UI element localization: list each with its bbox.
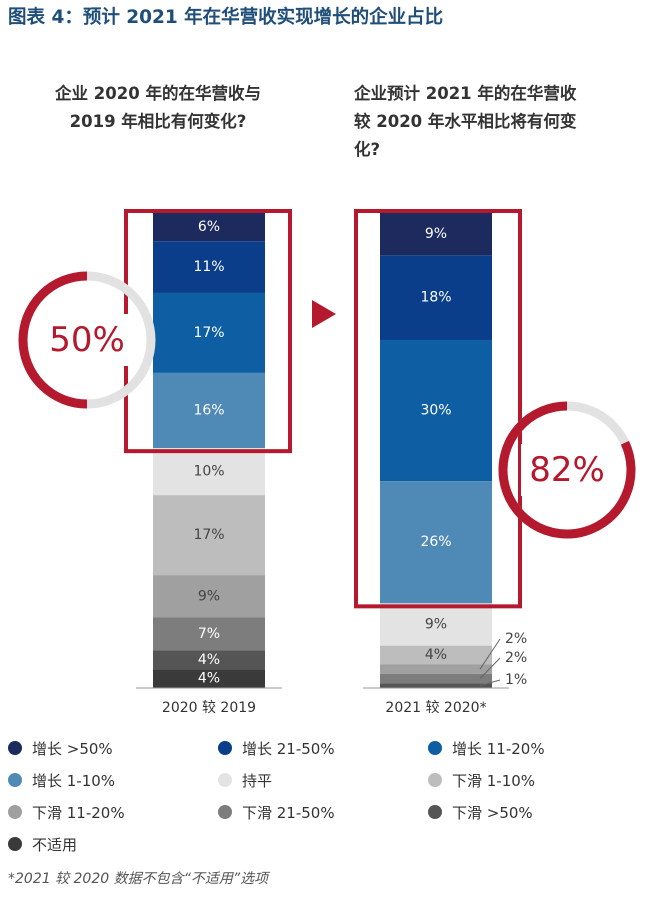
legend-item: 增长 21-50% bbox=[212, 735, 422, 761]
chart-title: 图表 4：预计 2021 年在华营收实现增长的企业占比 bbox=[8, 7, 444, 28]
bar-segment bbox=[153, 650, 265, 670]
bar-segment bbox=[153, 448, 265, 496]
legend-item: 下滑 11-20% bbox=[2, 799, 212, 825]
bar-segment bbox=[380, 683, 492, 688]
legend-label: 增长 >50% bbox=[32, 739, 113, 758]
legend-label: 持平 bbox=[242, 771, 273, 790]
data-label: 7% bbox=[198, 626, 220, 642]
bar-segment bbox=[153, 292, 265, 373]
growth-share-label: 82% bbox=[529, 450, 605, 490]
data-label: 10% bbox=[193, 464, 224, 480]
callout-line bbox=[479, 638, 501, 670]
data-label: 18% bbox=[420, 290, 451, 306]
callout-line bbox=[479, 657, 501, 679]
bar-segment bbox=[153, 241, 265, 293]
bar-segment bbox=[153, 372, 265, 449]
callout-line bbox=[479, 679, 501, 687]
data-label: 4% bbox=[425, 647, 447, 663]
legend-swatch-icon bbox=[218, 741, 232, 755]
bar-segment bbox=[380, 645, 492, 665]
data-label: 30% bbox=[420, 403, 451, 419]
category-label: 2020 较 2019 bbox=[162, 700, 256, 716]
legend-label: 下滑 1-10% bbox=[452, 771, 536, 790]
legend-swatch-icon bbox=[428, 773, 442, 787]
right-chart-heading: 企业预计 2021 年的在华营收 较 2020 年水平相比将有何变 化? bbox=[354, 84, 577, 159]
legend-item: 下滑 >50% bbox=[422, 799, 632, 825]
data-label: 26% bbox=[420, 534, 451, 550]
legend-item: 下滑 1-10% bbox=[422, 767, 632, 793]
legend-item: 下滑 21-50% bbox=[212, 799, 422, 825]
legend-label: 增长 11-20% bbox=[452, 739, 545, 758]
legend-label: 下滑 21-50% bbox=[242, 803, 335, 822]
arrow-icon bbox=[312, 300, 336, 328]
legend-swatch-icon bbox=[8, 773, 22, 787]
legend-swatch-icon bbox=[8, 837, 22, 851]
bar-segment bbox=[153, 213, 265, 242]
legend-label: 增长 21-50% bbox=[242, 739, 335, 758]
bar-segment bbox=[380, 255, 492, 340]
data-label: 17% bbox=[193, 325, 224, 341]
bar-segment bbox=[153, 575, 265, 618]
ring-progress bbox=[498, 401, 636, 539]
footnote: *2021 较 2020 数据不包含“不适用”选项 bbox=[8, 871, 269, 887]
legend-swatch-icon bbox=[218, 805, 232, 819]
legend-item: 不适用 bbox=[2, 831, 212, 857]
bar-segment bbox=[380, 673, 492, 684]
data-label: 17% bbox=[193, 527, 224, 543]
ring-label-bg bbox=[41, 314, 133, 366]
legend-item: 增长 11-20% bbox=[422, 735, 632, 761]
legend-label: 增长 1-10% bbox=[32, 771, 116, 790]
legend-item: 增长 1-10% bbox=[2, 767, 212, 793]
bar-segment bbox=[380, 481, 492, 604]
bar-segment bbox=[380, 339, 492, 482]
data-label: 9% bbox=[425, 226, 447, 242]
bar-segment bbox=[380, 213, 492, 256]
left-chart-heading: 企业 2020 年的在华营收与 2019 年相比有何变化? bbox=[55, 84, 261, 131]
category-label: 2021 较 2020* bbox=[385, 700, 486, 716]
data-label: 1% bbox=[505, 672, 527, 688]
data-label: 4% bbox=[198, 671, 220, 687]
data-label: 16% bbox=[193, 403, 224, 419]
ring-label-bg bbox=[521, 444, 613, 496]
data-label: 9% bbox=[425, 617, 447, 633]
bar-segment bbox=[153, 495, 265, 576]
data-label: 6% bbox=[198, 219, 220, 235]
legend-item: 增长 >50% bbox=[2, 735, 212, 761]
legend-swatch-icon bbox=[218, 773, 232, 787]
bar-segment bbox=[153, 669, 265, 688]
data-label: 2% bbox=[505, 631, 527, 647]
legend-swatch-icon bbox=[8, 741, 22, 755]
legend-swatch-icon bbox=[428, 805, 442, 819]
legend-label: 不适用 bbox=[32, 835, 78, 854]
legend-swatch-icon bbox=[428, 741, 442, 755]
data-label: 4% bbox=[198, 652, 220, 668]
data-label: 11% bbox=[193, 259, 224, 275]
growth-highlight-box bbox=[354, 209, 522, 609]
growth-share-label: 50% bbox=[49, 320, 125, 360]
stacked-bar-chart: 2020 较 2019 2021 较 2020* 6% 11% 17% 16% 10% 17%… bbox=[18, 209, 636, 716]
legend-item: 持平 bbox=[212, 767, 422, 793]
bar-segment bbox=[380, 603, 492, 646]
bar-segment bbox=[380, 664, 492, 674]
legend-label: 下滑 >50% bbox=[452, 803, 533, 822]
chart-legend: 增长 >50% 增长 21-50% 增长 11-20% 增长 1-10% 持平 下滑 1-… bbox=[2, 735, 642, 857]
data-label: 9% bbox=[198, 588, 220, 604]
bar-segment bbox=[153, 617, 265, 651]
legend-swatch-icon bbox=[8, 805, 22, 819]
legend-label: 下滑 11-20% bbox=[32, 803, 125, 822]
data-label: 2% bbox=[505, 650, 527, 666]
ring-progress bbox=[18, 271, 88, 409]
